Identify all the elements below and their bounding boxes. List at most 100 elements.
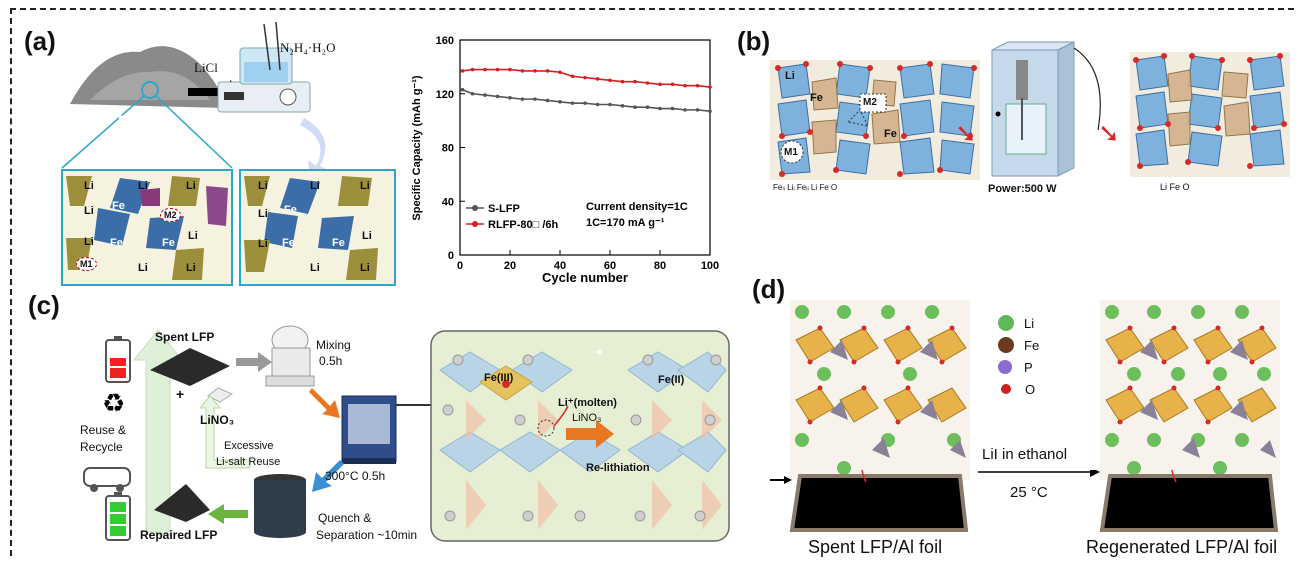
site-label: Fe (162, 237, 175, 249)
legend-label: S-LFP (488, 203, 520, 215)
legend-marker (472, 221, 478, 227)
plus-sign: + (176, 386, 185, 402)
data-point (533, 69, 537, 73)
panel-b-left-legend: Feₗᵢ Liᵢ Feᵢᵢ Li Fe O (773, 183, 838, 192)
regenerated-lfp-structure (1100, 300, 1280, 480)
panel-b-right-legend: Li Fe O (1160, 182, 1190, 192)
panel-letter-d: (d) (752, 274, 786, 304)
chart-xlabel: Cycle number (542, 270, 628, 285)
arrow-to-quench (312, 460, 344, 492)
mixing-label: Mixing (316, 338, 351, 352)
data-point (595, 102, 600, 107)
power-label: Power:500 W (988, 183, 1057, 195)
data-point (460, 69, 465, 73)
panel-b-crystal-left (770, 60, 980, 180)
arrow-to-repaired (208, 504, 248, 524)
data-point (633, 105, 637, 109)
data-point (520, 69, 525, 73)
chart-annotation-line1: Current density=1C (586, 201, 688, 213)
site-label: Fe (112, 200, 125, 212)
y-tick-label: 40 (442, 196, 454, 208)
spent-lfp-label: Spent LFP (155, 330, 215, 344)
chart-annotation-line2: 1C=170 mA g⁻¹ (586, 217, 665, 229)
site-m2-label: M2 (863, 97, 877, 108)
data-point (645, 105, 650, 109)
arrow-to-mixer (236, 352, 272, 372)
inset-connector (395, 404, 431, 406)
legend-label: Fe (1024, 337, 1040, 353)
panel-b-crystal-right (1130, 52, 1290, 177)
y-tick-label: 80 (442, 143, 454, 155)
site-label: Fe (282, 237, 295, 249)
site-label: Fe (110, 237, 123, 249)
reagent-licl-label: LiCl (194, 60, 218, 75)
o-atom-icon (1001, 384, 1011, 394)
fe3-label: Fe(III) (484, 372, 514, 384)
data-point (608, 78, 612, 83)
relithiation-arrow (566, 420, 614, 448)
reaction-condition-bottom: 25 °C (1010, 484, 1048, 501)
crystal-left-polyhedra (66, 176, 228, 280)
x-tick-label: 100 (701, 260, 719, 272)
panel-a-schematic (61, 21, 396, 286)
legend-item-fe: Fe (998, 334, 1039, 356)
site-label: Fe (332, 237, 345, 249)
site-label: Li (186, 262, 196, 274)
data-point (670, 106, 675, 111)
electric-car-icon (83, 467, 131, 487)
site-label: Li (186, 180, 196, 192)
panel-d-foils (770, 470, 1279, 532)
data-point (670, 82, 675, 87)
quench-label: Quench & (318, 511, 372, 525)
site-label: Li (138, 262, 148, 274)
site-label: Li (362, 230, 372, 242)
quench-beaker-icon (254, 480, 306, 532)
data-point (595, 77, 600, 81)
p-atom-icon (998, 360, 1012, 374)
site-label: Li (138, 180, 148, 192)
x-tick-label: 60 (604, 260, 616, 272)
data-point (633, 79, 637, 84)
relithiation-label: Re-lithiation (586, 462, 650, 474)
data-point (658, 106, 662, 111)
panel-letter-a: (a) (24, 26, 56, 56)
spent-foil-caption: Spent LFP/Al foil (808, 537, 943, 557)
chart-ylabel: Specific Capacity (mAh g⁻¹) (411, 75, 423, 221)
data-point (570, 101, 575, 105)
site-label: Li (310, 262, 320, 274)
panel-d-legend: Li Fe P O (998, 312, 1039, 400)
legend-item-p: P (998, 356, 1039, 378)
data-point (645, 81, 650, 85)
data-point (708, 85, 712, 89)
data-point (608, 102, 612, 107)
arrow-to-ultrasonic: ➘ (955, 118, 977, 148)
separation-label: Separation ~10min (316, 528, 418, 542)
site-label: Li (84, 180, 94, 192)
transform-arrow (300, 118, 328, 180)
site-label: Li (84, 205, 94, 217)
reuse-recycle-label: Reuse & Recycle (80, 423, 127, 454)
lino3-inset-label: LiNO₃ (572, 412, 602, 424)
data-point (695, 83, 700, 88)
panel-letter-b: (b) (737, 26, 771, 56)
data-point (683, 83, 687, 88)
x-tick-label: 40 (554, 260, 566, 272)
data-point (620, 79, 625, 84)
data-point (495, 94, 500, 99)
site-label: Li (360, 180, 370, 192)
data-point (583, 101, 587, 105)
relithiation-inset (430, 330, 730, 542)
li-molten-label: Li⁺(molten) (558, 397, 617, 409)
frame-border-top (10, 8, 1294, 10)
site-label: Li (258, 208, 268, 220)
data-point (558, 100, 562, 104)
site-m1-label: M1 (76, 257, 97, 271)
site-label: Li (258, 180, 268, 192)
site-label: Li (188, 230, 198, 242)
y-tick-label: 160 (436, 35, 454, 47)
s-lfp-powder-highlight (90, 71, 210, 100)
site-label: Li (310, 180, 320, 192)
zoom-line-right (155, 95, 233, 169)
site-fe-label: Fe (884, 128, 897, 140)
excessive-label: Excessive (224, 440, 274, 452)
